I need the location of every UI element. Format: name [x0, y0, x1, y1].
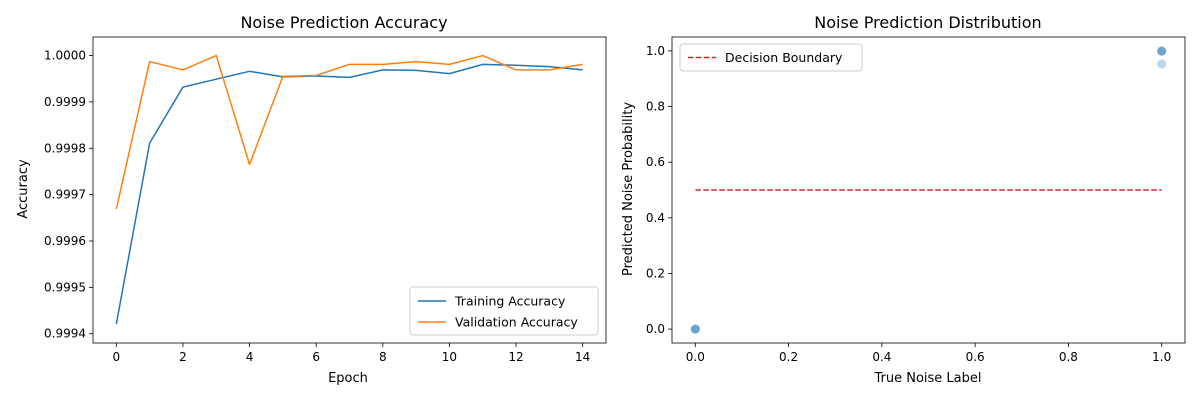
accuracy-y-axis-label: Accuracy [16, 159, 31, 219]
distribution-x-tick-label: 0.6 [966, 350, 985, 364]
scatter-point [690, 324, 700, 334]
accuracy-x-tick-label: 10 [442, 350, 457, 364]
distribution-x-tick-label: 0.8 [1059, 350, 1078, 364]
accuracy-x-axis-label: Epoch [328, 371, 368, 386]
distribution-x-axis-label: True Noise Label [873, 371, 981, 386]
scatter-point [690, 324, 700, 334]
accuracy-x-tick-label: 2 [179, 350, 187, 364]
distribution-y-tick-label: 0.8 [646, 100, 665, 114]
series-line-validation [115, 54, 583, 210]
scatter-point [1157, 46, 1167, 56]
scatter-point [1157, 46, 1167, 56]
accuracy-y-tick-label: 0.9998 [44, 141, 86, 155]
accuracy-plot-area: 0 2 4 6 8 10 12 14 0.9994 0.9995 0.9996 0.9997 0.999… [44, 36, 607, 364]
distribution-chart-title: Noise Prediction Distribution [814, 13, 1041, 32]
distribution-y-tick-label: 0.4 [646, 211, 665, 225]
accuracy-legend-box [409, 286, 599, 336]
distribution-x-tick-label: 1.0 [1152, 350, 1171, 364]
distribution-x-tick-label: 0.2 [779, 350, 798, 364]
distribution-y-tick-label: 0.0 [646, 322, 665, 336]
scatter-point [1157, 59, 1167, 69]
distribution-plot-area: 0.0 0.2 0.4 0.6 0.8 1.0 0.0 0.2 0.4 0.6 0.8 1.0 Deci… [646, 36, 1186, 364]
distribution-x-tick-label: 0.4 [872, 350, 891, 364]
accuracy-y-tick-label: 1.0000 [44, 49, 86, 63]
scatter-point [1157, 46, 1167, 56]
series-line-training [115, 63, 583, 325]
accuracy-x-tick-label: 14 [575, 350, 590, 364]
accuracy-frame [92, 36, 607, 344]
distribution-y-axis-label: Predicted Noise Probability [621, 102, 636, 276]
distribution-legend-box [679, 43, 863, 72]
legend-label-decision-boundary: Decision Boundary [725, 50, 843, 65]
accuracy-x-tick-label: 6 [312, 350, 320, 364]
distribution-y-tick-label: 0.6 [646, 155, 665, 169]
distribution-legend: Decision Boundary [679, 43, 863, 72]
accuracy-chart-title: Noise Prediction Accuracy [240, 13, 447, 32]
accuracy-y-tick-label: 0.9995 [44, 280, 86, 294]
distribution-chart: Noise Prediction Distribution 0.0 0.2 0.4 0… [621, 13, 1186, 386]
distribution-frame [671, 36, 1186, 344]
distribution-y-tick-label: 0.2 [646, 266, 665, 280]
accuracy-x-tick-label: 0 [112, 350, 120, 364]
accuracy-y-tick-label: 0.9999 [44, 95, 86, 109]
scatter-point [690, 324, 700, 334]
legend-label-training: Training Accuracy [454, 294, 566, 309]
accuracy-x-tick-label: 12 [508, 350, 523, 364]
accuracy-y-tick-label: 0.9994 [44, 327, 86, 341]
distribution-y-tick-label: 1.0 [646, 44, 665, 58]
accuracy-y-tick-label: 0.9997 [44, 188, 86, 202]
accuracy-chart: Noise Prediction Accuracy 0 2 4 6 8 10 12 14 0.9… [16, 13, 607, 386]
distribution-x-tick-label: 0.0 [686, 350, 705, 364]
accuracy-x-tick-label: 4 [246, 350, 254, 364]
accuracy-legend: Training Accuracy Validation Accuracy [409, 286, 599, 336]
legend-label-validation: Validation Accuracy [455, 315, 578, 330]
accuracy-x-tick-label: 8 [379, 350, 387, 364]
accuracy-y-tick-label: 0.9996 [44, 234, 86, 248]
